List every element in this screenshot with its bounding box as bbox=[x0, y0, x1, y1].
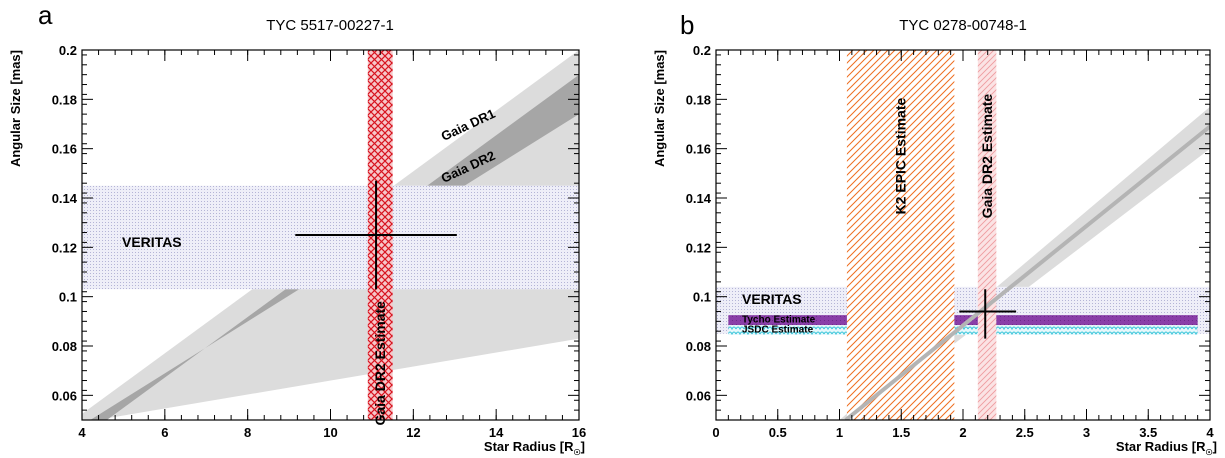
panel-b: b TYC 0278-00748-1 VERITAS Tycho Estimate… bbox=[652, 10, 1217, 457]
panel-a-y-tick-label: 0.18 bbox=[52, 92, 77, 107]
panel-a-y-tick-label: 0.2 bbox=[59, 43, 77, 58]
panel-b-y-tick-label: 0.14 bbox=[686, 191, 712, 206]
panel-b-points bbox=[959, 289, 1017, 339]
panel-b-y-tick-label: 0.06 bbox=[686, 388, 711, 403]
panel-b-y-tick-label: 0.2 bbox=[693, 43, 711, 58]
panel-a: a TYC 5517-00227-1 VERITAS Gaia DR2 Estim… bbox=[8, 0, 586, 457]
panel-a-x-tick-label: 6 bbox=[161, 425, 168, 440]
panel-a-x-tick-label: 10 bbox=[323, 425, 337, 440]
panel-b-y-tick-label: 0.12 bbox=[686, 240, 711, 255]
panel-a-x-tick-label: 12 bbox=[406, 425, 420, 440]
panel-a-x-tick-label: 16 bbox=[572, 425, 586, 440]
panel-a-x-tick-label: 14 bbox=[489, 425, 504, 440]
panel-a-y-axis-label: Angular Size [mas] bbox=[8, 50, 23, 167]
panel-a-points bbox=[295, 180, 457, 290]
panel-a-label-gaia-dr2-estimate: Gaia DR2 Estimate bbox=[372, 301, 388, 426]
panel-a-letter: a bbox=[38, 0, 53, 30]
panel-a-title: TYC 5517-00227-1 bbox=[266, 17, 394, 34]
panel-a-y-tick-label: 0.16 bbox=[52, 142, 77, 157]
panel-b-lines bbox=[844, 124, 1210, 420]
panel-a-x-axis-label: Star Radius [R☉] bbox=[484, 439, 585, 457]
panel-b-y-axis-label: Angular Size [mas] bbox=[652, 50, 667, 167]
panel-b-x-tick-label: 4 bbox=[1206, 425, 1214, 440]
panel-a-horizontal-regions bbox=[82, 185, 579, 290]
panel-b-x-tick-label: 3 bbox=[1083, 425, 1090, 440]
panel-b-y-tick-label: 0.18 bbox=[686, 92, 711, 107]
panel-b-x-tick-label: 1 bbox=[836, 425, 843, 440]
panel-b-x-tick-label: 2.5 bbox=[1016, 425, 1034, 440]
panel-b-label-gaia-dr2-estimate: Gaia DR2 Estimate bbox=[979, 94, 995, 219]
panel-b-x-axis-label: Star Radius [R☉] bbox=[1116, 439, 1217, 457]
panel-b-label-veritas: VERITAS bbox=[742, 291, 802, 307]
panel-a-axes: 4 6 8 10 12 14 16 0.06 0.08 0.1 0.12 0.14 0.16 0.18 0.… bbox=[8, 43, 586, 457]
panel-b-y-tick-label: 0.08 bbox=[686, 339, 711, 354]
panel-b-region-k2-epic-estimate bbox=[846, 50, 955, 420]
panel-b-vertical-regions bbox=[846, 50, 997, 420]
panel-a-y-tick-label: 0.14 bbox=[52, 191, 78, 206]
panel-b-x-tick-label: 0.5 bbox=[769, 425, 787, 440]
panel-a-label-veritas: VERITAS bbox=[122, 234, 182, 250]
panel-b-y-tick-label: 0.16 bbox=[686, 142, 711, 157]
panel-a-y-tick-label: 0.12 bbox=[52, 240, 77, 255]
panel-b-x-tick-label: 0 bbox=[712, 425, 719, 440]
panel-b-axes: 0 0.5 1 1.5 2 2.5 3 3.5 4 0.06 0.08 0.1 0.12 0.14 0.16… bbox=[652, 43, 1217, 457]
panel-b-title: TYC 0278-00748-1 bbox=[899, 17, 1027, 34]
panel-a-y-tick-label: 0.1 bbox=[59, 290, 77, 305]
panel-b-x-tick-label: 3.5 bbox=[1139, 425, 1157, 440]
panel-b-frame bbox=[715, 49, 1211, 421]
panel-b-label-jsdc-estimate: JSDC Estimate bbox=[742, 324, 814, 335]
panel-a-x-tick-label: 4 bbox=[78, 425, 86, 440]
panel-b-y-tick-label: 0.1 bbox=[693, 290, 711, 305]
panel-b-x-tick-label: 1.5 bbox=[892, 425, 910, 440]
panel-b-region-jsdc-estimate bbox=[728, 325, 1198, 335]
panel-a-x-tick-label: 8 bbox=[244, 425, 251, 440]
panel-b-label-k2-epic-estimate: K2 EPIC Estimate bbox=[893, 98, 909, 215]
panel-b-x-tick-label: 2 bbox=[959, 425, 966, 440]
panel-a-region-veritas bbox=[82, 185, 579, 290]
panel-b-model-line-0 bbox=[844, 124, 1210, 420]
panel-b-letter: b bbox=[680, 10, 694, 40]
panel-a-y-tick-label: 0.06 bbox=[52, 388, 77, 403]
panel-b-label-tycho-estimate: Tycho Estimate bbox=[742, 315, 816, 326]
panel-a-y-tick-label: 0.08 bbox=[52, 339, 77, 354]
panel-b-region-gaia-dr2-estimate bbox=[977, 50, 997, 420]
